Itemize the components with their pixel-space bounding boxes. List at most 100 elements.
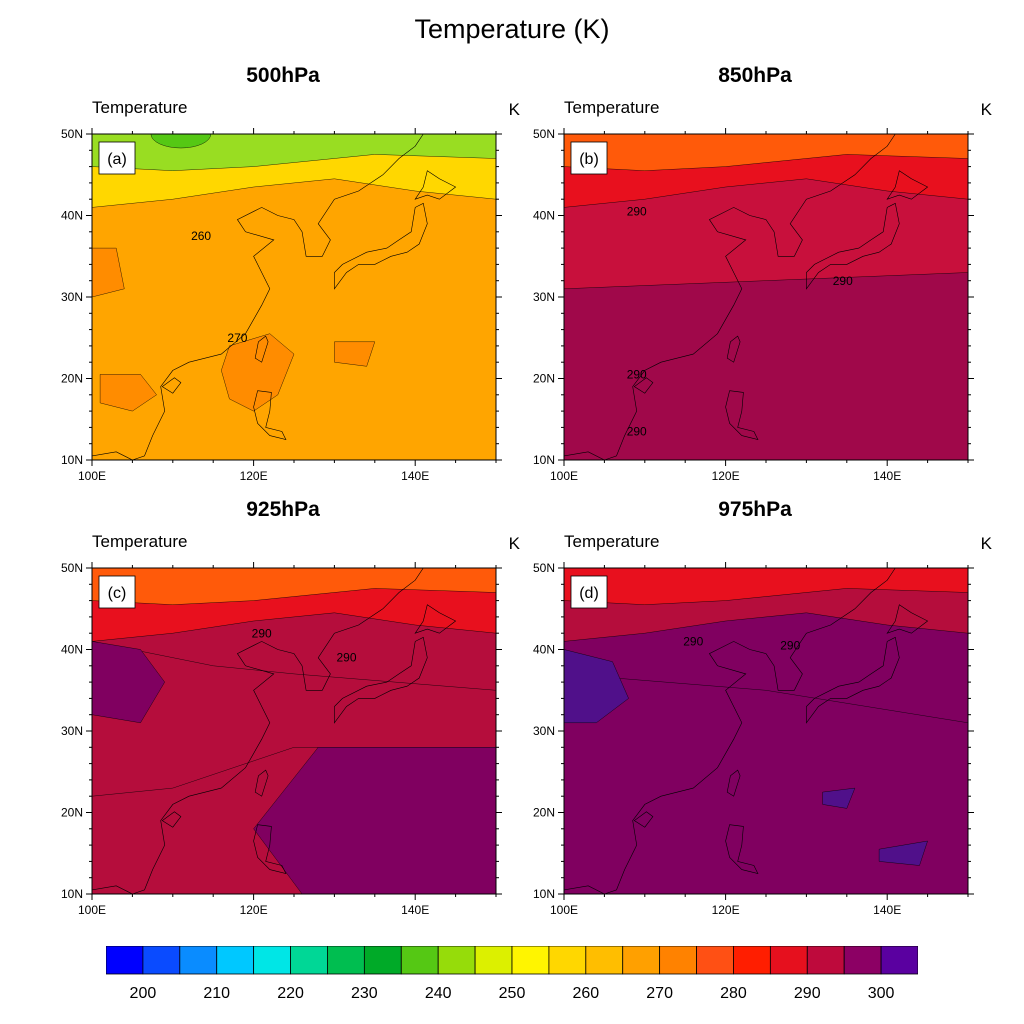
coastline <box>254 335 269 363</box>
contour-label: 290 <box>627 425 647 439</box>
colorbar-tick-label: 210 <box>203 985 230 1002</box>
x-tick-label: 100E <box>78 903 106 917</box>
colorbar-box <box>290 946 328 975</box>
y-tick-label: 20N <box>61 806 83 820</box>
colorbar-box <box>843 946 882 975</box>
panel-title: 975hPa <box>718 498 792 521</box>
colorbar-box <box>585 946 624 975</box>
coastline <box>334 636 428 724</box>
map-fill-group <box>92 134 496 460</box>
panel-label-box <box>98 141 136 175</box>
figure-title: Temperature (K) <box>414 14 610 44</box>
colorbar-box <box>733 946 771 975</box>
contour-label: 260 <box>191 229 211 243</box>
y-tick-label: 40N <box>533 643 555 657</box>
x-tick-label: 120E <box>240 903 268 917</box>
panel-925hpa: 925hPa Temperature K 100E 120E 140E 50N 40N 3… <box>48 498 520 918</box>
contour-label: 290 <box>833 274 853 288</box>
colorbar-box <box>769 946 808 975</box>
coastline <box>334 202 428 290</box>
coastline <box>886 170 929 200</box>
coastline <box>886 604 929 634</box>
colorbar-box <box>548 946 587 975</box>
y-tick-label: 10N <box>533 887 555 901</box>
temperature-warm-region <box>253 747 496 894</box>
x-tick-label: 140E <box>401 469 429 483</box>
units-label: K <box>980 100 992 119</box>
panel-500hpa: 500hPa Temperature K 100E 120E 140E 50N 40N 3… <box>48 64 520 484</box>
map-plot: 100E 120E 140E 50N 40N 30N 20N 10N (a) 260 270 <box>61 127 502 483</box>
temperature-warm-patch <box>822 787 856 809</box>
temperature-warm-region <box>564 272 968 460</box>
temperature-warm-patch <box>334 341 376 367</box>
panel-975hpa: 975hPa Temperature K 100E 120E 140E 50N 40N 3… <box>520 498 992 918</box>
units-label: K <box>508 534 520 553</box>
y-tick-label: 50N <box>533 127 555 141</box>
x-tick-label: 140E <box>401 903 429 917</box>
coastline <box>725 390 759 441</box>
colorbar-tick-label: 260 <box>572 985 599 1002</box>
map-plot: 100E 120E 140E 50N 40N 30N 20N 10N (c) 290 290 <box>61 561 502 917</box>
y-tick-label: 40N <box>533 209 555 223</box>
y-tick-label: 50N <box>61 561 83 575</box>
coastline <box>806 202 900 290</box>
contour-label: 290 <box>627 368 647 382</box>
x-tick-label: 120E <box>712 469 740 483</box>
colorbar-box <box>511 946 550 975</box>
coastline <box>726 769 741 797</box>
contour-label: 290 <box>780 639 800 653</box>
units-label: K <box>508 100 520 119</box>
panel-label: (d) <box>579 585 599 602</box>
y-tick-label: 20N <box>533 372 555 386</box>
coastline <box>161 811 182 828</box>
coastline <box>92 568 424 894</box>
colorbar-box <box>363 946 402 975</box>
panel-label: (a) <box>107 151 127 168</box>
y-tick-label: 10N <box>61 887 83 901</box>
temperature-cold-core <box>150 134 212 149</box>
coastline <box>414 604 457 634</box>
x-tick-label: 140E <box>873 469 901 483</box>
y-tick-label: 30N <box>61 724 83 738</box>
contour-label: 290 <box>252 626 272 640</box>
coastline <box>726 335 741 363</box>
colorbar-box <box>806 946 845 975</box>
colorbar: 200 210 220 230 240 250 260 270 280 290 300 <box>106 946 918 1002</box>
colorbar-tick-label: 270 <box>646 985 673 1002</box>
units-label: K <box>980 534 992 553</box>
coastline <box>254 769 269 797</box>
y-tick-label: 40N <box>61 643 83 657</box>
map-plot: 100E 120E 140E 50N 40N 30N 20N 10N (b) 290 290 290 2… <box>533 127 974 483</box>
panel-850hpa: 850hPa Temperature K 100E 120E 140E 50N 40N 3… <box>520 64 992 484</box>
panel-label: (b) <box>579 151 599 168</box>
x-tick-label: 120E <box>712 903 740 917</box>
colorbar-tick-label: 240 <box>425 985 452 1002</box>
coastline <box>253 824 287 875</box>
panel-label-box <box>570 141 608 175</box>
panel-label: (c) <box>108 585 127 602</box>
y-tick-label: 30N <box>61 290 83 304</box>
colorbar-tick-label: 280 <box>720 985 747 1002</box>
temperature-warm-patch <box>564 649 629 723</box>
coastline <box>633 811 654 828</box>
x-tick-label: 140E <box>873 903 901 917</box>
panel-label-box <box>570 575 608 609</box>
x-tick-label: 100E <box>550 903 578 917</box>
colorbar-tick-label: 300 <box>868 985 895 1002</box>
temperature-warm-patch <box>878 840 928 866</box>
y-tick-label: 40N <box>61 209 83 223</box>
colorbar-box <box>880 946 918 975</box>
colorbar-box <box>437 946 476 975</box>
map-fill-group <box>564 568 968 894</box>
coastline <box>161 377 182 394</box>
contour-label: 270 <box>227 331 247 345</box>
left-string: Temperature <box>564 98 660 117</box>
coastline <box>725 824 759 875</box>
x-tick-label: 120E <box>240 469 268 483</box>
colorbar-tick-label: 250 <box>499 985 526 1002</box>
map-fill-group <box>564 134 968 460</box>
temperature-warm-patch <box>99 374 157 412</box>
coastline <box>633 377 654 394</box>
colorbar-box <box>179 946 218 975</box>
coastline <box>806 636 900 724</box>
